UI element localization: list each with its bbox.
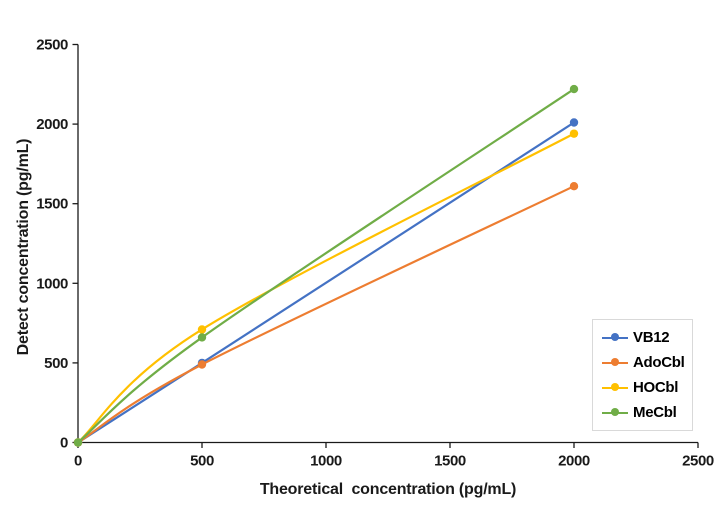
- legend-item-mecbl: MeCbl: [602, 402, 692, 424]
- data-point-hocbl: [569, 129, 579, 138]
- legend-label: VB12: [633, 329, 670, 346]
- x-tick-label: 1000: [310, 453, 342, 470]
- series-line-mecbl: [76, 87, 576, 444]
- data-point-adocbl: [569, 181, 579, 191]
- legend-key-icon: [602, 408, 628, 417]
- x-tick-label: 2000: [558, 453, 590, 470]
- y-tick-label: 2000: [36, 116, 68, 133]
- series-line-adocbl: [76, 185, 576, 444]
- legend-item-vb12: VB12: [602, 327, 692, 349]
- y-tick-label: 500: [44, 355, 68, 372]
- legend-label: AdoCbl: [633, 354, 685, 371]
- data-point-vb12: [569, 118, 579, 127]
- y-tick-label: 2500: [36, 37, 68, 54]
- legend-item-adocbl: AdoCbl: [602, 352, 692, 374]
- y-axis-title: Detect concentration (pg/mL): [15, 138, 32, 356]
- x-tick-label: 500: [190, 453, 214, 470]
- x-axis-title: Theoretical concentration (pg/mL): [259, 481, 517, 498]
- data-point-mecbl: [73, 438, 83, 447]
- legend: VB12 AdoCbl HOCbl MeCbl: [592, 319, 693, 431]
- x-tick-label: 2500: [682, 453, 714, 470]
- series-line-vb12: [76, 121, 576, 444]
- data-point-mecbl: [197, 333, 207, 342]
- y-tick-label: 0: [60, 435, 68, 452]
- y-tick-label: 1500: [36, 196, 68, 213]
- y-tick-label: 1000: [36, 275, 68, 292]
- data-point-hocbl: [197, 325, 207, 334]
- data-point-adocbl: [197, 360, 207, 369]
- data-point-mecbl: [569, 84, 579, 94]
- legend-key-icon: [602, 383, 628, 392]
- legend-key-icon: [602, 358, 628, 367]
- series-line-hocbl: [76, 132, 576, 444]
- x-tick-label: 0: [74, 453, 82, 470]
- x-tick-label: 1500: [434, 453, 466, 470]
- legend-key-icon: [602, 333, 628, 342]
- legend-label: HOCbl: [633, 379, 679, 396]
- legend-item-hocbl: HOCbl: [602, 377, 692, 399]
- legend-label: MeCbl: [633, 404, 677, 421]
